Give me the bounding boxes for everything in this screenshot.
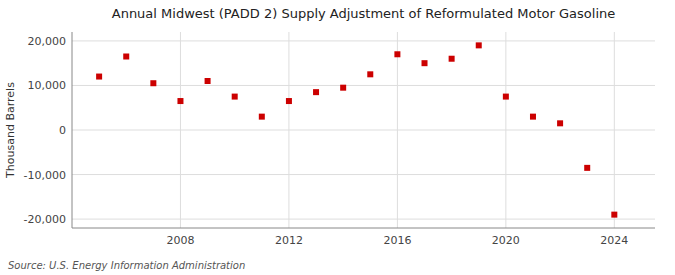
- point: [394, 51, 400, 57]
- point: [476, 42, 482, 48]
- point: [96, 74, 102, 80]
- source-annotation: Source: U.S. Energy Information Administ…: [8, 260, 245, 271]
- y-tick-label: -10,000: [24, 169, 66, 182]
- chart-title: Annual Midwest (PADD 2) Supply Adjustmen…: [112, 6, 615, 21]
- point: [177, 98, 183, 104]
- point: [340, 85, 346, 91]
- x-grid-line: [288, 32, 289, 228]
- y-grid-line: [72, 174, 655, 175]
- y-tick-label: -20,000: [24, 213, 66, 226]
- x-grid-line: [397, 32, 398, 228]
- x-tick-label: 2020: [492, 234, 520, 247]
- x-axis-line: [72, 228, 655, 229]
- y-grid-line: [72, 130, 655, 131]
- point: [150, 80, 156, 86]
- chart-svg: -20,000 -10,000 0 10,000 20,000 2008 2012 2016 2…: [0, 0, 675, 275]
- x-grid-line: [180, 32, 181, 228]
- y-tick-label: 10,000: [28, 79, 67, 92]
- point: [313, 89, 319, 95]
- point: [449, 56, 455, 62]
- x-tick-label: 2008: [166, 234, 194, 247]
- x-grid-line: [614, 32, 615, 228]
- y-tick-label: 20,000: [28, 35, 67, 48]
- point: [232, 94, 238, 100]
- point: [503, 94, 509, 100]
- point: [259, 114, 265, 120]
- y-axis-label: Thousand Barrels: [4, 82, 17, 179]
- chart-container: -20,000 -10,000 0 10,000 20,000 2008 2012 2016 2…: [0, 0, 675, 275]
- y-grid-line: [72, 40, 655, 41]
- x-tick-label: 2016: [383, 234, 411, 247]
- point: [123, 54, 129, 60]
- point: [611, 212, 617, 218]
- point: [557, 120, 563, 126]
- x-tick-label: 2024: [600, 234, 628, 247]
- x-tick-label: 2012: [275, 234, 303, 247]
- point: [205, 78, 211, 84]
- y-grid-line: [72, 219, 655, 220]
- point: [286, 98, 292, 104]
- point: [530, 114, 536, 120]
- points: [96, 42, 617, 217]
- grid: [72, 32, 655, 228]
- point: [367, 71, 373, 77]
- y-grid-line: [72, 85, 655, 86]
- point: [422, 60, 428, 66]
- point: [584, 165, 590, 171]
- x-grid-line: [505, 32, 506, 228]
- y-tick-label: 0: [59, 124, 66, 137]
- y-axis-line: [72, 32, 73, 228]
